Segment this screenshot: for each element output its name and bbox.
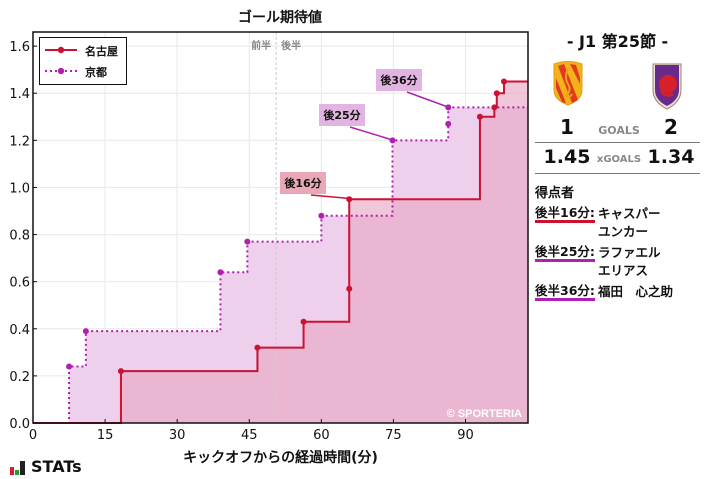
match-summary-panel: - J1 第25節 - 1 GOALS 2 1.45 xGOALS 1.34 得… <box>535 28 700 304</box>
watermark: © SPORTERIA <box>447 408 522 420</box>
solid-line-marker-icon <box>45 46 77 54</box>
scorer-time: 後半16分: <box>535 205 595 223</box>
scorer-item: 後半25分: ラファエル エリアス <box>535 244 700 280</box>
kyoto-crest-icon <box>652 63 682 110</box>
svg-text:0.4: 0.4 <box>9 323 30 338</box>
svg-text:0: 0 <box>29 428 37 443</box>
dotted-line-marker-icon <box>45 67 77 75</box>
scorer-name: ラファエル <box>598 245 661 260</box>
nagoya-crest-icon <box>553 61 583 106</box>
axis-ticks: 0 15 30 45 60 75 90 0.0 0.2 0.4 0.6 0.8 1.0 1.2 1.4 1.6 <box>9 40 473 443</box>
x-axis-label: キックオフからの経過時間(分) <box>183 450 378 466</box>
svg-text:1.0: 1.0 <box>9 181 30 196</box>
scorer-item: 後半36分: 福田 心之助 <box>535 283 700 301</box>
svg-text:0.2: 0.2 <box>9 370 30 385</box>
away-xg: 1.34 <box>647 146 695 168</box>
plot-frame <box>32 31 529 424</box>
stats-logo: STATs <box>10 457 82 476</box>
svg-text:後16分: 後16分 <box>284 176 321 190</box>
svg-text:90: 90 <box>457 428 474 443</box>
series-lines <box>33 78 528 424</box>
legend-label-away: 京都 <box>85 66 107 79</box>
svg-text:前半: 前半 <box>251 39 271 52</box>
goals-row: 1 GOALS 2 <box>535 115 700 143</box>
scorer-name-cont: ユンカー <box>598 224 649 239</box>
svg-text:15: 15 <box>97 428 114 443</box>
matchday-title: - J1 第25節 - <box>566 32 669 51</box>
legend-item-away: 京都 <box>40 62 126 80</box>
legend-item-home: 名古屋 <box>40 41 126 59</box>
goal-annotations: 後16分 後25分 後36分 <box>280 69 447 199</box>
svg-text:1.2: 1.2 <box>9 134 30 149</box>
svg-text:45: 45 <box>241 428 258 443</box>
scorer-name-cont: エリアス <box>598 263 649 278</box>
svg-text:75: 75 <box>385 428 402 443</box>
home-goals: 1 <box>560 115 574 139</box>
legend-label-home: 名古屋 <box>85 45 118 58</box>
svg-text:30: 30 <box>169 428 186 443</box>
svg-text:0.0: 0.0 <box>9 417 30 432</box>
svg-text:後半: 後半 <box>281 39 301 52</box>
goals-label: GOALS <box>598 124 640 137</box>
svg-text:0.8: 0.8 <box>9 229 30 244</box>
svg-text:後36分: 後36分 <box>380 73 417 87</box>
scorer-time: 後半25分: <box>535 244 595 262</box>
halftime-line: 前半 後半 <box>251 32 301 423</box>
team-crests <box>535 60 700 116</box>
scorer-name: キャスパー <box>598 206 661 221</box>
home-xg: 1.45 <box>543 146 591 168</box>
chart-title: ゴール期待値 <box>238 10 322 26</box>
svg-text:1.4: 1.4 <box>9 87 30 102</box>
away-goals: 2 <box>664 115 678 139</box>
brand-name: STATs <box>31 457 82 476</box>
bar-chart-logo-icon <box>10 460 25 475</box>
xgoals-row: 1.45 xGOALS 1.34 <box>535 143 700 174</box>
svg-text:60: 60 <box>313 428 330 443</box>
scorer-item: 後半16分: キャスパー ユンカー <box>535 205 700 241</box>
scorer-time: 後半36分: <box>535 283 595 301</box>
scorer-name: 福田 心之助 <box>598 284 674 299</box>
area-fills <box>33 81 528 423</box>
scorers-title: 得点者 <box>535 186 575 201</box>
svg-text:1.6: 1.6 <box>9 40 30 55</box>
svg-text:0.6: 0.6 <box>9 276 30 291</box>
xgoals-label: xGOALS <box>596 154 642 165</box>
legend: 名古屋 京都 <box>39 37 127 85</box>
svg-text:後25分: 後25分 <box>323 108 360 122</box>
